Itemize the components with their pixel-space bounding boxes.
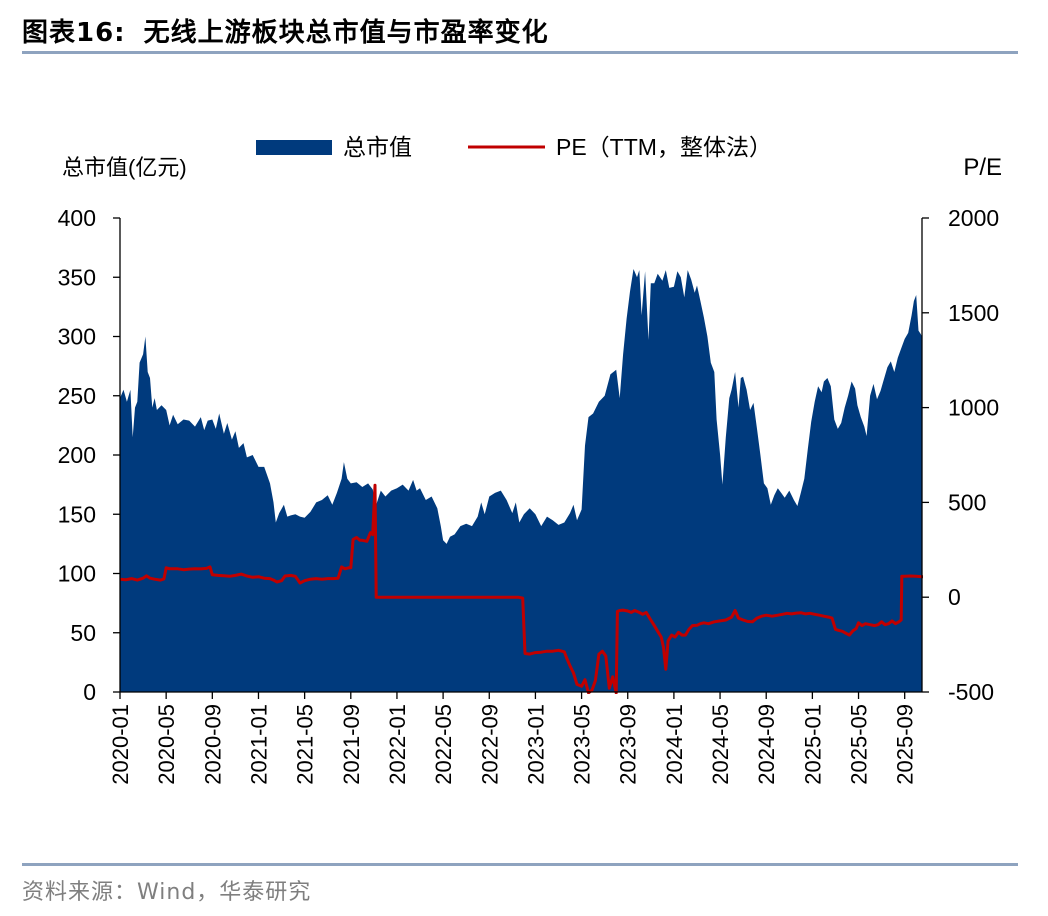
x-tick-label: 2020-05: [154, 704, 179, 785]
market-cap-area: [120, 269, 922, 692]
y-left-tick-label: 150: [58, 501, 96, 527]
x-tick-label: 2021-09: [339, 704, 364, 785]
legend-label-market-cap: 总市值: [343, 134, 412, 160]
figure-title: 图表16: 无线上游板块总市值与市盈率变化: [22, 12, 549, 49]
x-tick-label: 2024-01: [662, 704, 687, 785]
figure-number: 图表16:: [22, 18, 126, 48]
x-tick-label: 2020-01: [108, 704, 133, 785]
y-left-tick-label: 400: [58, 205, 96, 231]
x-tick-label: 2025-05: [847, 704, 872, 785]
y-right-tick-label: 500: [948, 489, 986, 515]
source-rule: [22, 863, 1018, 866]
x-tick-label: 2021-05: [293, 704, 318, 785]
legend-label-pe: PE（TTM，整体法）: [556, 134, 772, 160]
y-left-tick-label: 300: [58, 324, 96, 350]
x-tick-label: 2025-09: [893, 704, 918, 785]
y-right-tick-label: 2000: [948, 205, 999, 231]
y-left-tick-label: 0: [83, 679, 96, 705]
pe-line: [120, 483, 923, 694]
title-rule: [22, 51, 1018, 54]
x-tick-label: 2023-09: [616, 704, 641, 785]
y-axis-right-label: P/E: [963, 154, 1002, 181]
y-left-tick-label: 200: [58, 442, 96, 468]
x-tick-label: 2025-01: [800, 704, 825, 785]
y-left-tick-label: 350: [58, 264, 96, 290]
x-tick-label: 2022-05: [431, 704, 456, 785]
y-left-tick-label: 250: [58, 383, 96, 409]
legend-swatch-market-cap: [256, 140, 332, 155]
x-tick-label: 2024-09: [754, 704, 779, 785]
y-right-tick-label: -500: [948, 679, 994, 705]
x-tick-label: 2022-01: [385, 704, 410, 785]
legend: 总市值 PE（TTM，整体法）: [256, 134, 772, 160]
y-right-tick-label: 1000: [948, 395, 999, 421]
y-axis-left-label: 总市值(亿元): [62, 155, 187, 180]
y-right-tick-label: 1500: [948, 300, 999, 326]
y-right-tick-label: 0: [948, 584, 961, 610]
y-left-tick-label: 100: [58, 561, 96, 587]
figure-title-text: 无线上游板块总市值与市盈率变化: [143, 18, 549, 48]
x-tick-label: 2022-09: [477, 704, 502, 785]
x-tick-label: 2021-01: [246, 704, 271, 785]
x-tick-label: 2023-01: [523, 704, 548, 785]
x-tick-label: 2023-05: [570, 704, 595, 785]
source-note: 资料来源：Wind，华泰研究: [22, 880, 312, 905]
x-tick-label: 2020-09: [200, 704, 225, 785]
x-tick-label: 2024-05: [708, 704, 733, 785]
y-left-tick-label: 50: [70, 620, 96, 646]
